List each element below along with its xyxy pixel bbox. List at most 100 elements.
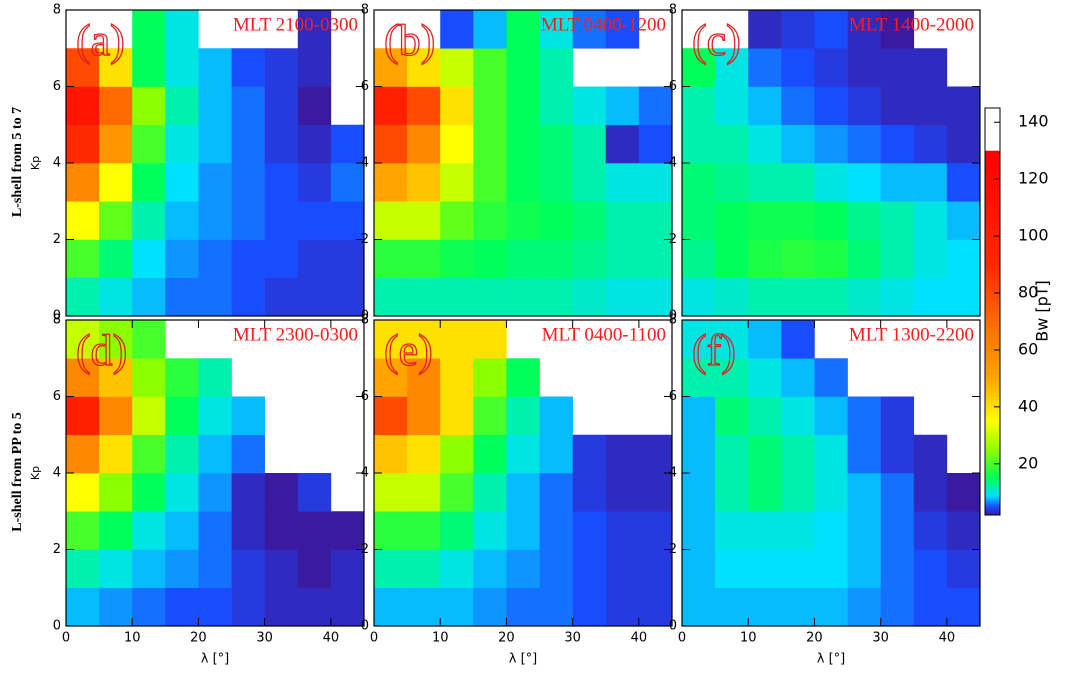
heatmap-cell [946,239,981,279]
colorbar-tick-label: 60 [1018,339,1038,358]
heatmap-cell [407,239,441,279]
heatmap-cell [748,86,782,126]
heatmap-cell [330,587,365,627]
colorbar-step [985,430,1000,434]
colorbar-step [985,468,1000,472]
colorbar-step [985,503,1000,506]
colorbar-step [985,435,1000,439]
colorbar-step [985,437,1000,441]
colorbar-step [985,311,1000,318]
heatmap-cell [165,277,199,317]
heatmap-cell [715,320,749,359]
heatmap-cell [748,587,782,627]
heatmap-cell [198,277,232,317]
heatmap-cell [682,239,716,279]
heatmap-cell [440,10,474,49]
y-tick-label: 4 [669,466,677,481]
colorbar-step [985,403,1000,408]
colorbar-step [985,500,1000,503]
heatmap-cell [264,86,299,126]
heatmap-cell [814,124,848,164]
heatmap-cell [880,549,915,589]
heatmap-cell [440,48,474,87]
heatmap-cell [638,239,673,279]
colorbar-step [985,449,1000,453]
colorbar-step [985,364,1000,370]
colorbar-step [985,198,1000,209]
colorbar-step [985,466,1000,470]
panel-title: MLT 2300-0300 [233,324,358,345]
heatmap-cell [880,396,915,436]
heatmap-cell [847,10,881,49]
heatmap-cell [539,277,573,317]
colorbar-step [985,509,1000,511]
heatmap-cell [330,511,365,550]
colorbar-step [985,345,1000,351]
heatmap-cell [231,48,265,87]
colorbar-step [985,444,1000,448]
colorbar-step [985,512,1000,514]
heatmap-cell [132,124,166,164]
colorbar-step [985,389,1000,394]
heatmap-cell [132,358,166,397]
heatmap-cell [264,201,299,240]
y-tick-label: 0 [361,619,369,634]
heatmap-cell [440,396,474,436]
colorbar-step [985,428,1000,432]
heatmap-cell [880,86,915,126]
heatmap-cell [748,10,782,49]
heatmap-cell [132,320,166,359]
y-tick-label: 0 [669,619,677,634]
heatmap-cell [847,434,881,474]
heatmap-cell [781,277,815,317]
heatmap-cell [407,163,441,202]
heatmap-cell [946,549,981,589]
panel-label: (b) [384,16,435,65]
heatmap-cell [814,163,848,202]
heatmap-cell [473,320,507,359]
colorbar-step [985,321,1000,327]
heatmap-cell [407,201,441,240]
heatmap-cell [440,358,474,397]
colorbar-step [985,226,1000,237]
panel: 0 2 4 6 8 (c) MLT 1400-2000 [669,3,981,324]
heatmap-cell [198,86,232,126]
heatmap-cell [748,473,782,512]
colorbar-step [985,502,1000,505]
heatmap-cell [198,473,232,512]
heatmap-cell [165,124,199,164]
heatmap-cell [572,511,607,550]
heatmap-cell [913,473,948,512]
colorbar-step [985,451,1000,455]
heatmap-cell [165,358,199,397]
colorbar-step [985,504,1000,507]
colorbar-step [985,316,1000,322]
heatmap-cell [66,124,100,164]
heatmap-cell [165,434,199,474]
heatmap-cell [99,587,133,627]
heatmap-cell [198,239,232,279]
y-tick-label: 0 [53,309,61,324]
heatmap-cell [99,48,133,87]
heatmap-cell [473,549,507,589]
colorbar-step [985,510,1000,512]
colorbar-step [985,396,1000,401]
x-tick-label: 40 [631,631,648,646]
heatmap-cell [880,239,915,279]
heatmap-cell [440,163,474,202]
x-tick-label: 0 [370,631,378,646]
heatmap-cell [330,277,365,317]
heatmap-cell [66,320,100,359]
heatmap-cell [374,48,408,87]
heatmap-cell [814,511,848,550]
x-tick-label: 20 [806,631,823,646]
colorbar-step [985,288,1000,294]
heatmap-cell [198,511,232,550]
heatmap-cell [946,473,981,512]
heatmap-cell [506,86,540,126]
heatmap-cell [506,473,540,512]
heatmap-cell [748,320,782,359]
colorbar-step [985,392,1000,397]
heatmap-cell [66,434,100,474]
heatmap-cell [198,201,232,240]
